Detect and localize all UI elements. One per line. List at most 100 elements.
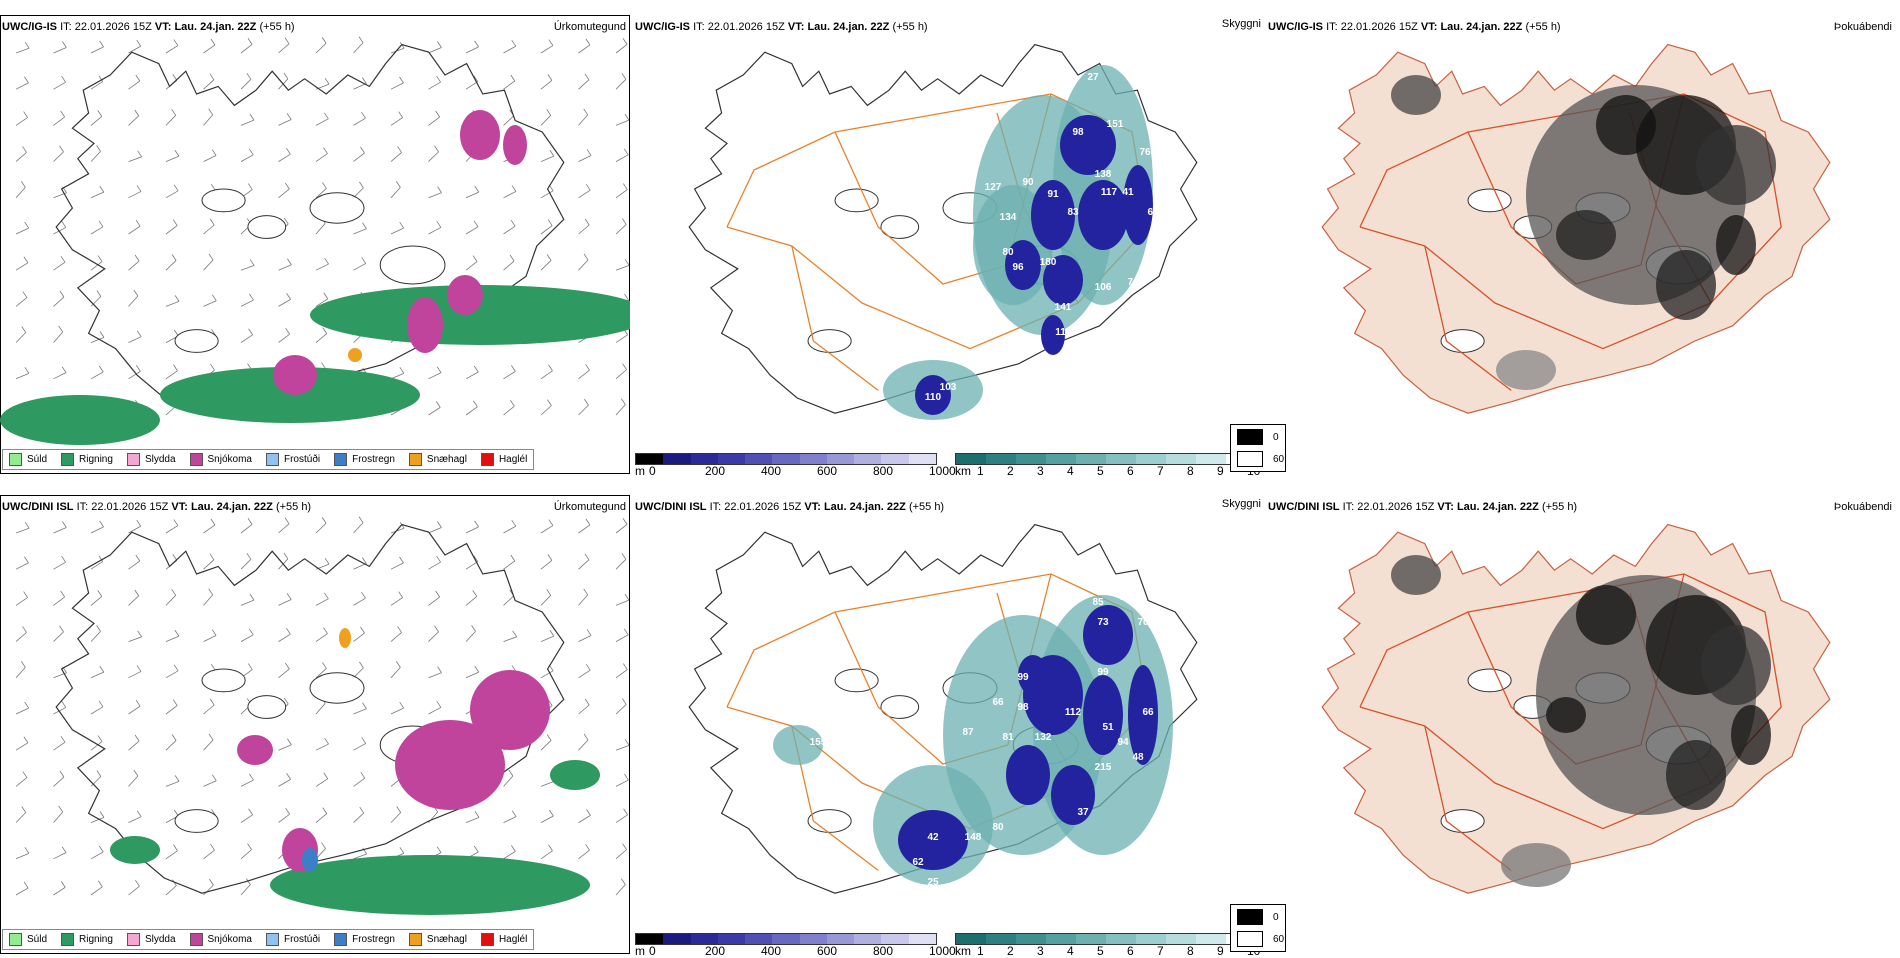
visibility-ticks: km12345678910 — [955, 464, 1260, 478]
glacier-outline — [247, 215, 287, 239]
lead-time: (+55 h) — [1541, 501, 1578, 513]
legend-item: Snjókoma — [189, 453, 252, 466]
panel-title: Skyggni — [1221, 18, 1261, 30]
colorbar-segment — [826, 454, 855, 464]
colorbar-tick: 1 — [977, 464, 984, 478]
glacier-outline — [247, 695, 287, 719]
colorbar-tick: 1000 — [929, 464, 956, 478]
colorbar-segment — [986, 454, 1016, 464]
colorbar-segment — [663, 934, 691, 944]
fog-indicator-panel: UWC/IG-IS IT: 22.01.2026 15Z VT: Lau. 24… — [1230, 15, 1896, 477]
fog-legend: 0 60 — [1230, 424, 1286, 472]
cloud-base-label: 90 — [1022, 177, 1034, 188]
legend-swatch — [408, 453, 422, 466]
legend-label: Haglél — [498, 934, 528, 945]
fog-legend-item: 0 — [1237, 429, 1279, 445]
cloud-base-label: 180 — [1040, 257, 1057, 268]
fog-legend-swatch — [1237, 909, 1263, 925]
glacier-outline — [807, 329, 852, 353]
cloud-base-label: 87 — [962, 727, 974, 738]
cloud-base-label: 76 — [1139, 147, 1151, 158]
road-line — [1424, 245, 1512, 391]
model-name: UWC/IG-IS — [2, 21, 57, 33]
cloud-base-label: 80 — [1162, 222, 1174, 233]
fog-indicator-map — [1321, 43, 1831, 414]
fog-indicator-map — [1321, 523, 1831, 894]
fog-legend-label: 0 — [1273, 431, 1279, 443]
glacier-outline — [834, 668, 879, 693]
cloud-base-label: 74 — [1127, 277, 1139, 288]
legend-label: Súld — [27, 454, 48, 465]
legend-item: Snæhagl — [408, 933, 467, 946]
fog-area — [1696, 125, 1776, 205]
snow-area — [460, 110, 500, 160]
colorbar-segment — [636, 454, 664, 464]
cloud-base-label: 27 — [1087, 72, 1099, 83]
fog-legend-swatch — [1237, 931, 1263, 947]
cloud-base-label: 148 — [965, 832, 982, 843]
colorbar-segment — [772, 934, 800, 944]
precip-type-panel: UWC/DINI ISL IT: 22.01.2026 15Z VT: Lau.… — [0, 495, 630, 957]
legend-swatch — [189, 933, 203, 946]
rain-area — [270, 855, 590, 915]
low-cloud-area — [1018, 655, 1048, 695]
colorbar-tick: 2 — [1007, 464, 1014, 478]
precip-legend: Súld Rigning Slydda Snjókoma Frostúði Frostre… — [2, 449, 535, 470]
colorbar-segment — [956, 934, 986, 944]
colorbar-segment — [986, 934, 1016, 944]
valid-time: Lau. 24.jan. 22Z — [190, 501, 273, 513]
cloud-base-label: 112 — [1065, 707, 1082, 718]
lead-time: (+55 h) — [259, 21, 295, 33]
valid-time: Lau. 24.jan. 22Z — [823, 501, 906, 513]
colorbar-unit: km — [955, 464, 971, 478]
rain-area — [110, 836, 160, 864]
colorbar-tick: 1000 — [929, 944, 956, 958]
legend-item: Slydda — [126, 933, 176, 946]
glacier-outline — [834, 188, 879, 213]
fog-legend: 0 60 — [1230, 904, 1286, 952]
valid-label: VT: — [787, 21, 805, 33]
colorbar-segment — [663, 454, 691, 464]
cloud-base-label: 51 — [1102, 722, 1114, 733]
colorbar-tick: 2 — [1007, 944, 1014, 958]
glacier-outline — [880, 695, 920, 719]
colorbar-segment — [854, 934, 882, 944]
colorbar-segment — [956, 454, 986, 464]
low-cloud-area — [1123, 165, 1153, 245]
low-cloud-area — [1051, 765, 1095, 825]
colorbar-tick: 400 — [761, 944, 782, 958]
legend-item: Haglél — [480, 933, 528, 946]
cloud-base-panel: UWC/DINI ISL IT: 22.01.2026 15Z VT: Lau.… — [633, 495, 1263, 958]
panel-header: UWC/IG-IS IT: 22.01.2026 15Z VT: Lau. 24… — [2, 21, 295, 33]
panel-title: Skyggni — [1221, 498, 1261, 510]
cloud-base-label: 127 — [985, 182, 1002, 193]
colorbar-tick: 600 — [817, 464, 838, 478]
colorbar-tick: 3 — [1037, 944, 1044, 958]
precip-map — [15, 516, 630, 915]
colorbar-segment — [1106, 934, 1136, 944]
colorbar-tick: 200 — [705, 944, 726, 958]
iceland-outline — [55, 523, 565, 894]
legend-swatch — [265, 933, 279, 946]
legend-swatch — [9, 933, 22, 946]
colorbar-tick: 8 — [1187, 944, 1194, 958]
legend-item: Snjókoma — [189, 933, 252, 946]
lead-time: (+55 h) — [892, 21, 928, 33]
legend-item: Haglél — [480, 453, 527, 466]
colorbar-tick: 5 — [1097, 464, 1104, 478]
panel-header: UWC/IG-IS IT: 22.01.2026 15Z VT: Lau. 24… — [1268, 21, 1561, 33]
init-time: 22.01.2026 15Z — [724, 501, 802, 513]
cloud-base-label: 103 — [940, 382, 957, 393]
legend-swatch — [480, 933, 494, 946]
cloud-base-label: 73 — [1097, 617, 1109, 628]
valid-label: VT: — [1420, 21, 1438, 33]
road-line — [1359, 573, 1782, 830]
valid-time: Lau. 24.jan. 22Z — [807, 21, 890, 33]
cloud-base-label: 81 — [1002, 732, 1014, 743]
glacier-outline — [1440, 809, 1485, 833]
precip-legend: Súld Rigning Slydda Snjókoma Frostúði Frostre… — [2, 929, 535, 950]
legend-swatch — [61, 933, 75, 946]
init-time: 22.01.2026 15Z — [707, 21, 785, 33]
valid-time: Lau. 24.jan. 22Z — [174, 21, 257, 33]
model-name: UWC/DINI ISL — [635, 501, 707, 513]
